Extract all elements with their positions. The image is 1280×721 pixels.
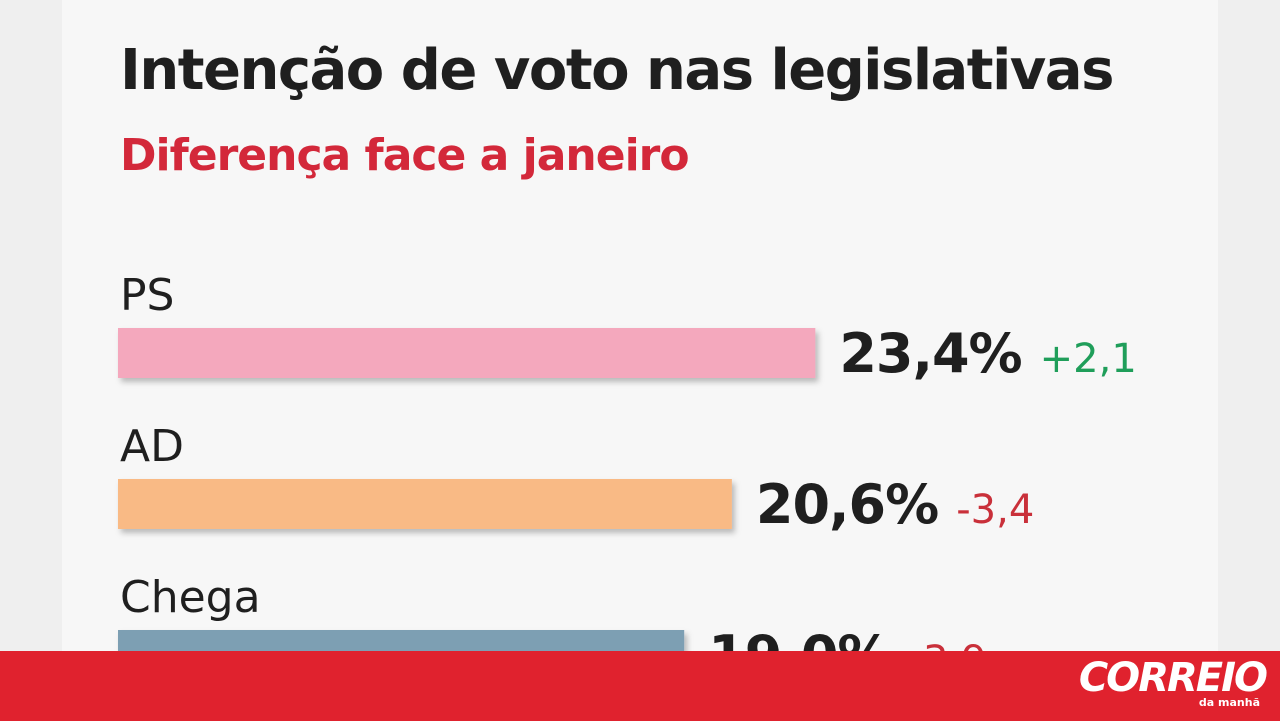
change-label: +2,1 [1040,336,1137,382]
chart-title: Intenção de voto nas legislativas [120,38,1114,103]
logo-subtext: da manhã [1198,696,1260,709]
logo-wordmark: CORREIO [1078,655,1268,701]
change-label: -3,4 [956,487,1034,533]
bar-ad [118,479,732,529]
bar-ps [118,328,816,378]
category-label: AD [120,421,184,472]
value-label: 23,4% [839,322,1021,385]
chart-subtitle: Diferença face a janeiro [120,130,690,181]
category-label: Chega [120,572,261,623]
footer-bar: CORREIO da manhã [0,651,1280,721]
category-label: PS [120,270,174,321]
value-label: 20,6% [756,473,938,536]
brand-logo[interactable]: CORREIO da manhã [1078,655,1268,709]
